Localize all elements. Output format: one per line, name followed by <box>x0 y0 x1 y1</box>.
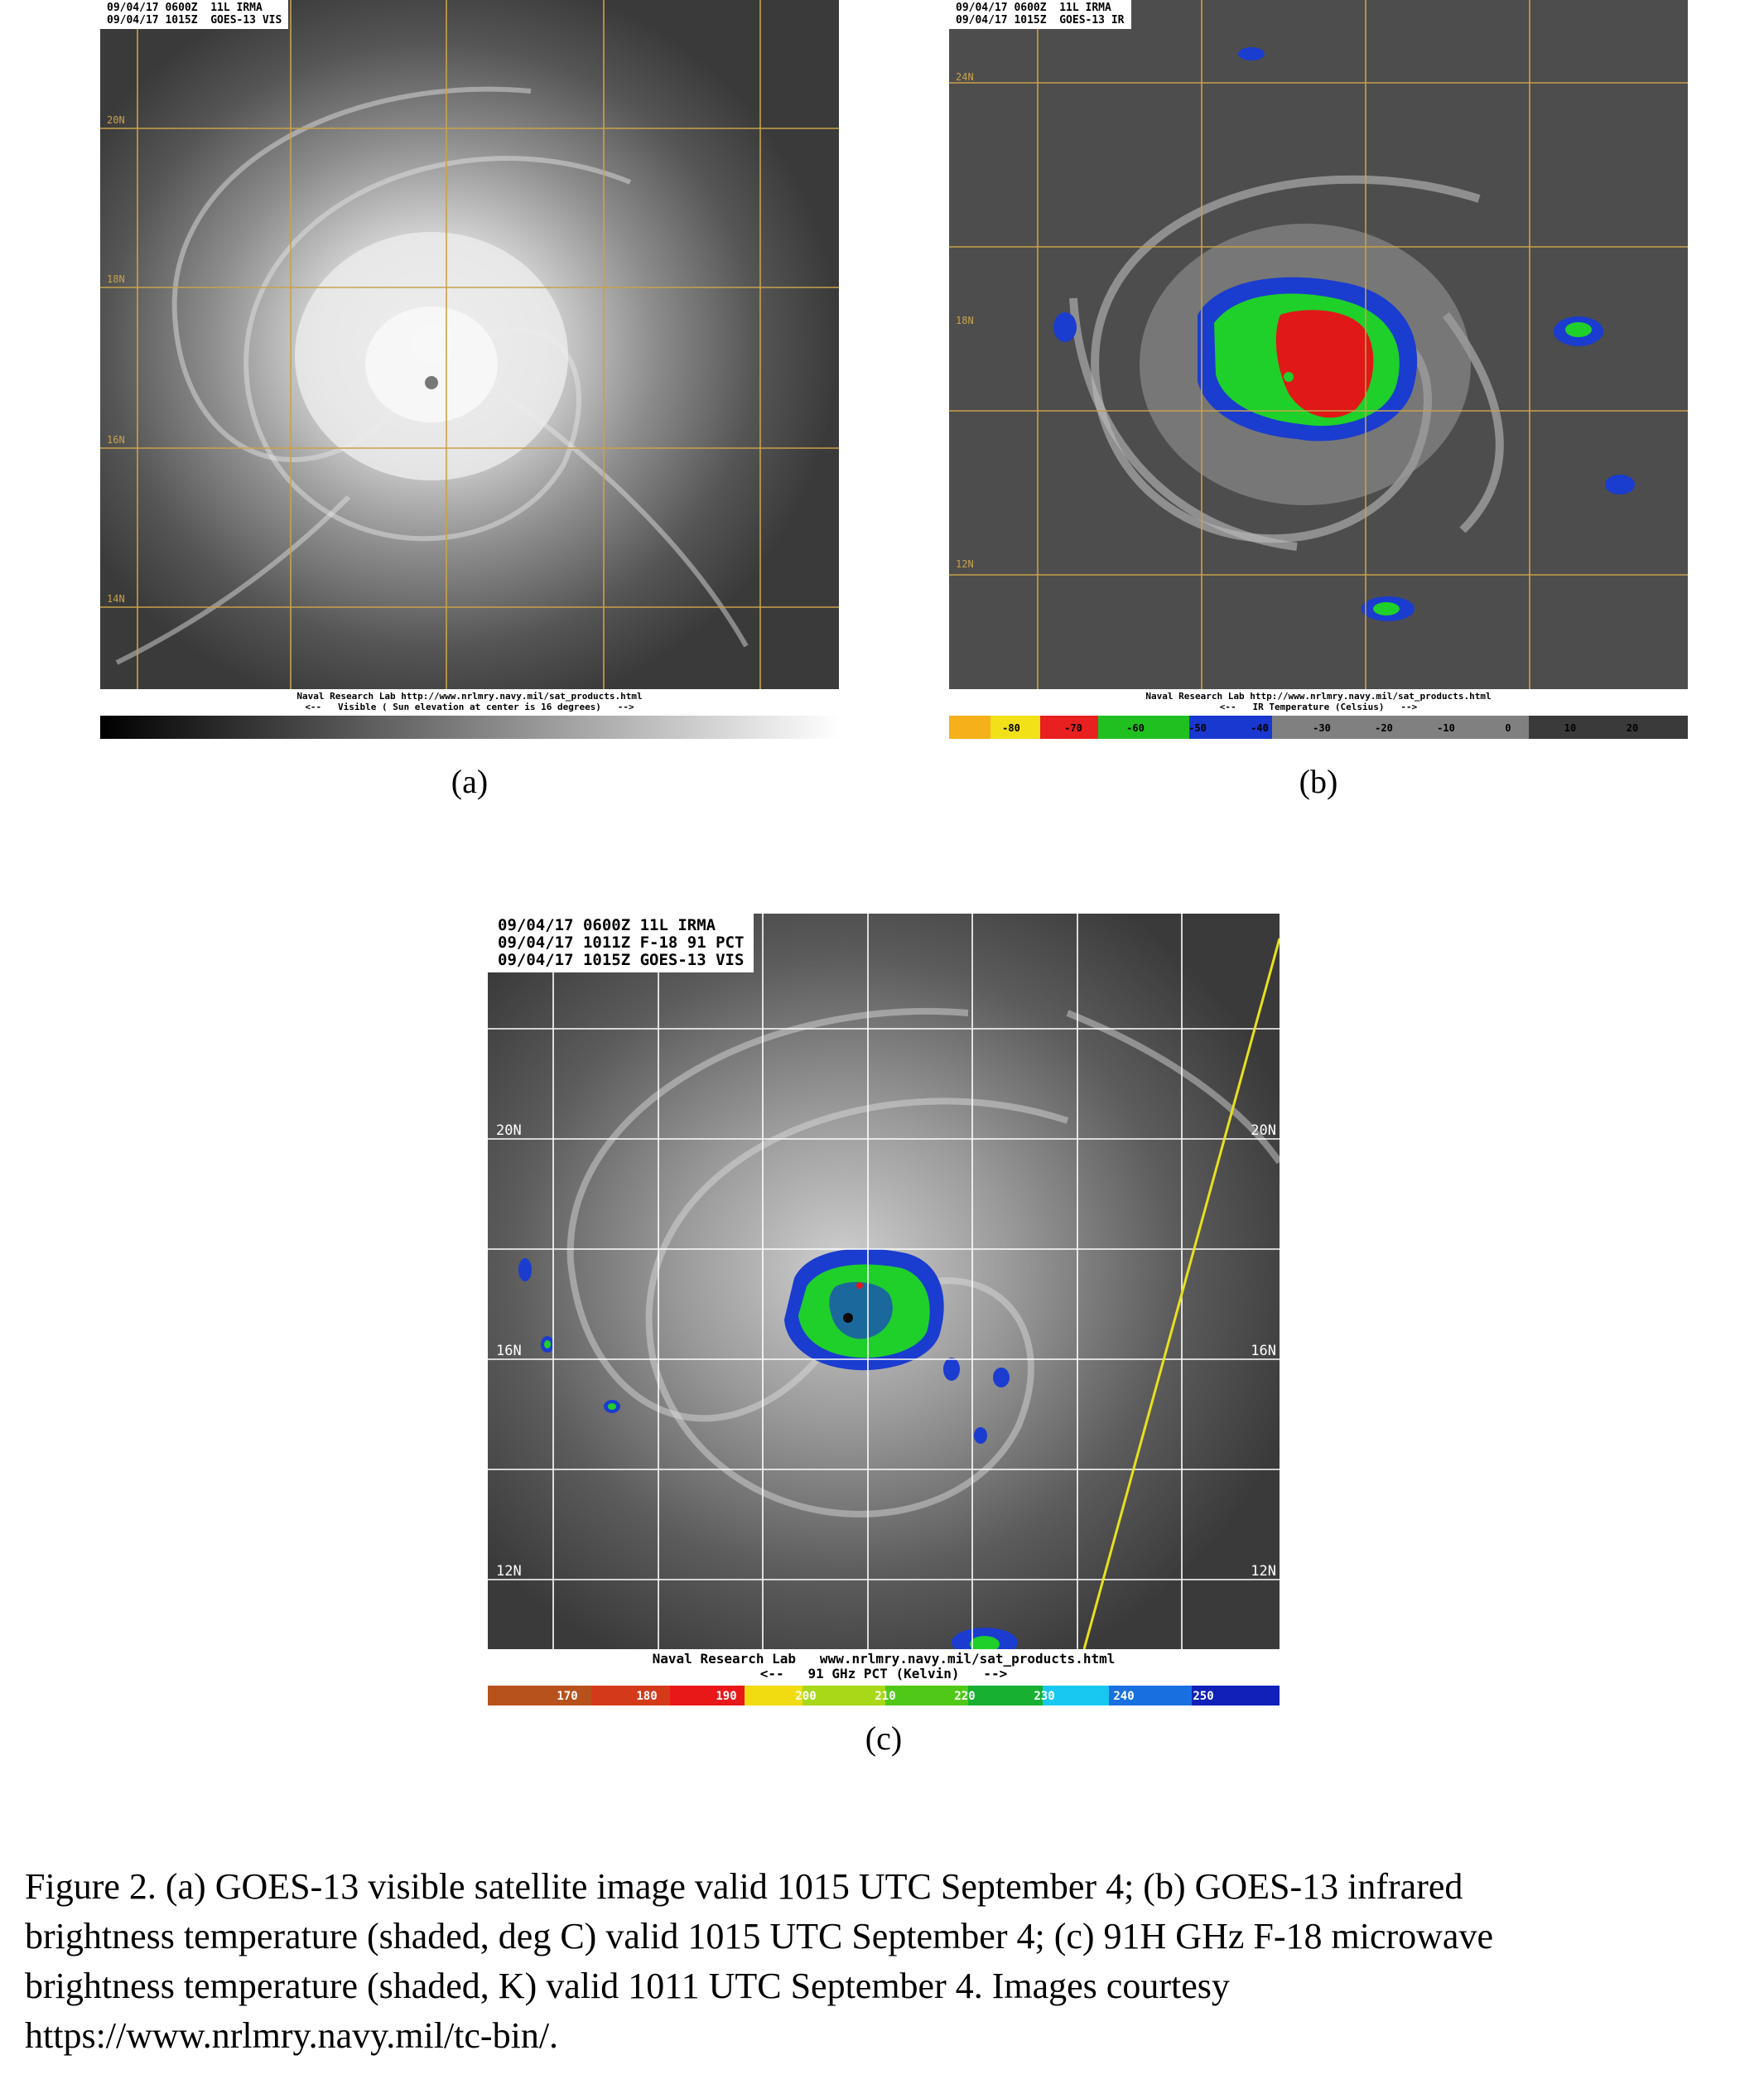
panel-a-footer: Naval Research Lab http://www.nrlmry.nav… <box>100 689 839 716</box>
panel-a-header: 09/04/17 0600Z 11L IRMA 09/04/17 1015Z GO… <box>100 0 289 29</box>
colorbar-tick: 230 <box>1034 1690 1054 1703</box>
colorbar-tick: 240 <box>1113 1690 1134 1703</box>
lat-label: 12N <box>956 558 974 570</box>
colorbar-tick: 0 <box>1505 722 1511 734</box>
lat-label: 20N <box>107 114 125 126</box>
colorbar-tick: -50 <box>1188 722 1207 734</box>
lat-label: 20N <box>1251 1122 1276 1139</box>
colorbar-tick: -30 <box>1313 722 1331 734</box>
lat-label: 14N <box>107 593 125 605</box>
lat-label: 24N <box>956 71 974 83</box>
colorbar-tick: 170 <box>557 1690 577 1703</box>
colorbar-tick: 10 <box>1564 722 1576 734</box>
colorbar-tick: -70 <box>1064 722 1082 734</box>
ir-temperature-colorbar: -80 -70 -60 -50 -40 -30 -20 -10 0 10 20 <box>949 716 1688 739</box>
colorbar-tick: 20 <box>1627 722 1638 734</box>
colorbar-tick: -40 <box>1251 722 1269 734</box>
panel-a-label: (a) <box>451 763 489 800</box>
caption-line: https://www.nrlmry.navy.mil/tc-bin/. <box>25 2015 559 2056</box>
microwave-satellite-image: 20N 16N 12N 20N 16N 12N 09/04/17 0600Z 1… <box>488 914 1280 1649</box>
colorbar-tick: -10 <box>1437 722 1455 734</box>
panel-a: 20N 18N 16N 14N 09/04/17 0600Z 11L IRMA 0… <box>100 0 839 800</box>
lat-label: 16N <box>107 434 125 446</box>
panel-b-header: 09/04/17 0600Z 11L IRMA 09/04/17 1015Z GO… <box>949 0 1131 29</box>
colorbar-tick: 220 <box>954 1690 975 1703</box>
lat-label: 12N <box>1251 1563 1276 1580</box>
lat-label: 16N <box>496 1343 522 1359</box>
grayscale-colorbar <box>100 716 839 739</box>
infrared-satellite-image: 24N 18N 12N 09/04/17 0600Z 11L IRMA 09/04… <box>949 0 1688 689</box>
colorbar-tick: -60 <box>1126 722 1145 734</box>
lat-label: 16N <box>1251 1343 1276 1359</box>
caption-line: Figure 2. (a) GOES-13 visible satellite … <box>25 1866 1463 1907</box>
panel-c-footer: Naval Research Lab www.nrlmry.navy.mil/s… <box>488 1649 1280 1686</box>
visible-satellite-image: 20N 18N 16N 14N 09/04/17 0600Z 11L IRMA 0… <box>100 0 839 689</box>
panel-b-label: (b) <box>1299 763 1338 800</box>
caption-line: brightness temperature (shaded, K) valid… <box>25 1966 1230 2006</box>
lat-label: 18N <box>107 273 125 285</box>
colorbar-tick: -80 <box>1002 722 1020 734</box>
colorbar-tick: 210 <box>875 1690 895 1703</box>
panel-b-footer: Naval Research Lab http://www.nrlmry.nav… <box>949 689 1688 716</box>
colorbar-tick: 250 <box>1193 1690 1213 1703</box>
colorbar-tick: -20 <box>1375 722 1393 734</box>
colorbar-tick: 180 <box>636 1690 657 1703</box>
colorbar-tick: 190 <box>716 1690 736 1703</box>
panel-b: 24N 18N 12N 09/04/17 0600Z 11L IRMA 09/04… <box>949 0 1688 800</box>
panel-c-label: (c) <box>865 1720 903 1757</box>
lat-label: 20N <box>496 1122 522 1139</box>
lat-label: 18N <box>956 315 974 326</box>
panel-c-header: 09/04/17 0600Z 11L IRMA 09/04/17 1011Z F-… <box>488 914 754 972</box>
panel-c: 20N 16N 12N 20N 16N 12N 09/04/17 0600Z 1… <box>488 914 1280 1769</box>
pct-kelvin-colorbar: 170 180 190 200 210 220 230 240 250 <box>488 1686 1280 1705</box>
lat-label: 12N <box>496 1563 522 1580</box>
caption-line: brightness temperature (shaded, deg C) v… <box>25 1916 1493 1956</box>
colorbar-tick: 200 <box>795 1690 816 1703</box>
figure-caption: Figure 2. (a) GOES-13 visible satellite … <box>25 1862 1739 2061</box>
